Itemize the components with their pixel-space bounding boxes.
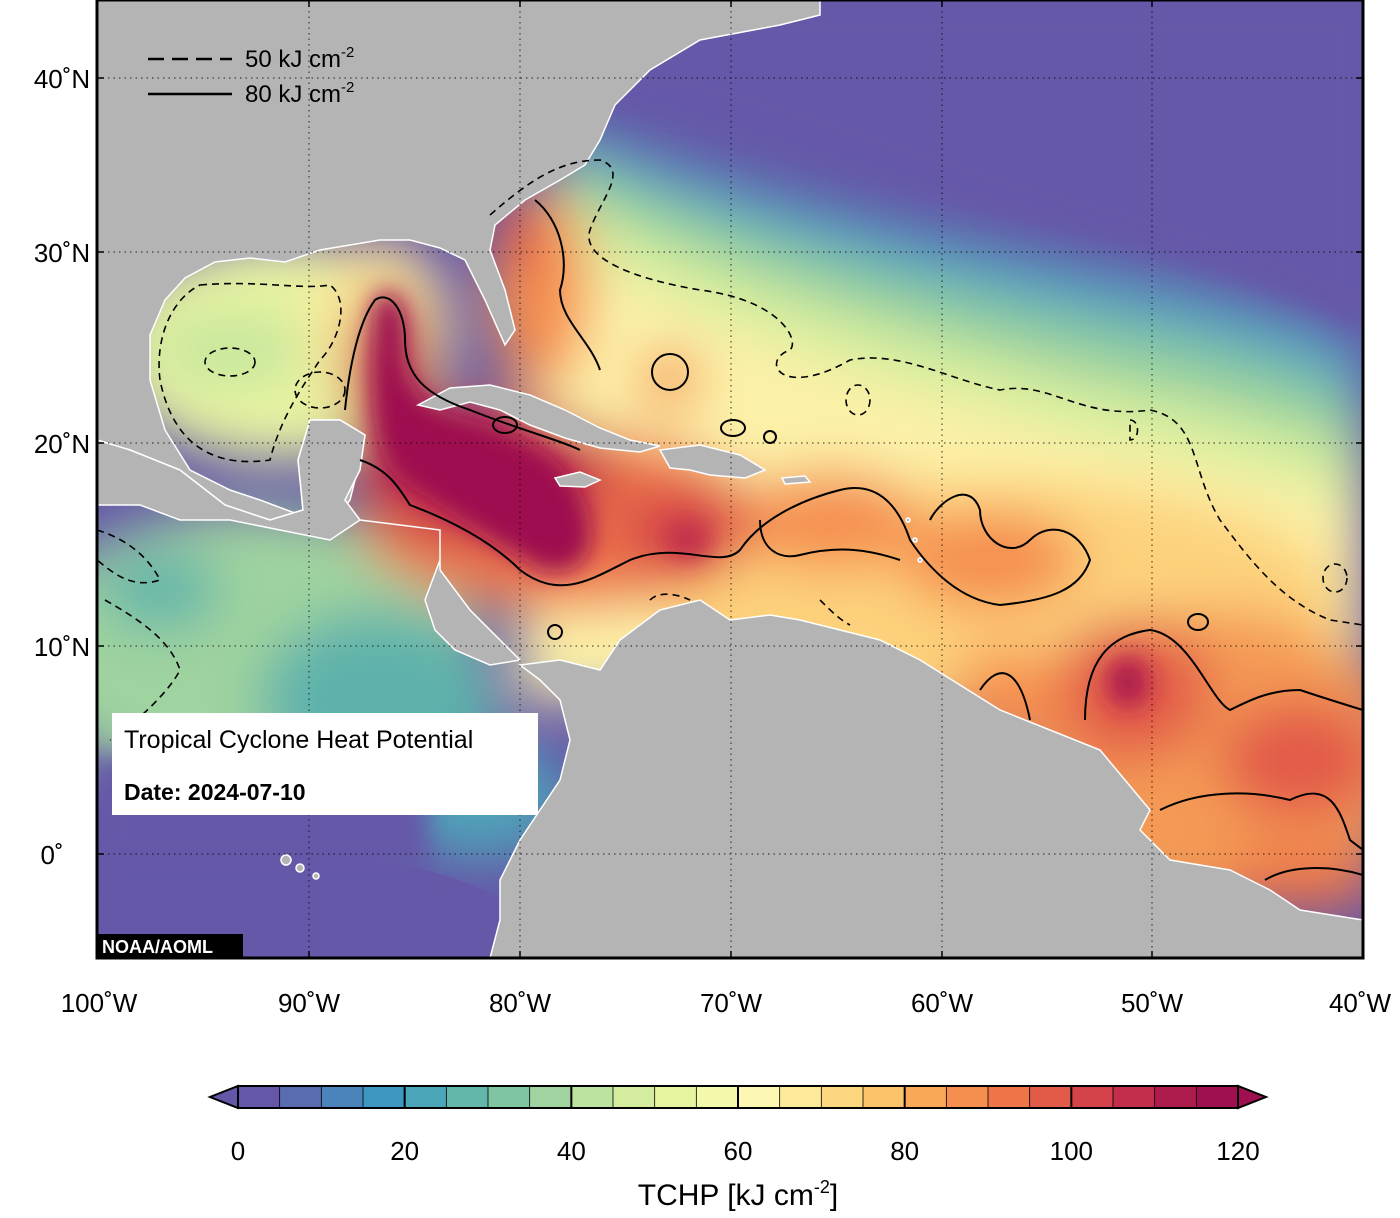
colorbar-segment <box>404 1085 448 1109</box>
colorbar-segment <box>487 1085 531 1109</box>
colorbar-segment <box>529 1085 573 1109</box>
colorbar-segment <box>820 1085 864 1109</box>
colorbar-segment <box>279 1085 323 1109</box>
map-frame <box>95 0 1365 960</box>
colorbar-segment <box>1112 1085 1156 1109</box>
lon-label-60w: 60˚W <box>911 988 974 1018</box>
cold-water-north <box>600 0 1363 330</box>
info-box-date: Date: 2024-07-10 <box>124 779 306 805</box>
frame-ticks <box>97 0 1363 958</box>
lon-label-70w: 70˚W <box>700 988 763 1018</box>
colorbar-segment <box>779 1085 823 1109</box>
lon-label-50w: 50˚W <box>1121 988 1184 1018</box>
lat-labels: 40˚N 30˚N 20˚N 10˚N 0˚ <box>34 64 90 870</box>
lat-label-20n: 20˚N <box>34 429 90 459</box>
colorbar-segment <box>1195 1085 1239 1109</box>
land-puerto-rico <box>780 475 812 485</box>
colorbar-segment <box>945 1085 989 1109</box>
land-south-america <box>489 599 1363 958</box>
colorbar-tick-label: 100 <box>1050 1136 1093 1166</box>
cold-water-south-pacific <box>97 860 500 958</box>
colorbar-segment <box>1070 1085 1114 1109</box>
colorbar-segments <box>237 1085 1239 1109</box>
lat-label-0: 0˚ <box>40 840 63 870</box>
colorbar-segment <box>987 1085 1031 1109</box>
lat-label-10n: 10˚N <box>34 632 90 662</box>
lon-labels: 100˚W 90˚W 80˚W 70˚W 60˚W 50˚W 40˚W <box>61 988 1392 1018</box>
colorbar-segment <box>570 1085 614 1109</box>
colorbar-over-arrow <box>1237 1084 1269 1110</box>
colorbar-tick-label: 80 <box>890 1136 919 1166</box>
credit-text: NOAA/AOML <box>102 937 213 957</box>
colorbar: 0 20 40 60 80 100 120 TCHP [kJ cm-2] <box>207 1084 1269 1212</box>
colorbar-segment <box>612 1085 656 1109</box>
lon-label-100w: 100˚W <box>61 988 138 1018</box>
colorbar-segment <box>695 1085 739 1109</box>
tchp-hot-cores <box>372 292 1150 708</box>
land-hispaniola <box>658 444 767 479</box>
colorbar-segment <box>737 1085 781 1109</box>
land-cuba <box>415 384 661 453</box>
colorbar-segment <box>237 1085 281 1109</box>
lon-label-90w: 90˚W <box>278 988 341 1018</box>
colorbar-tick-label: 0 <box>231 1136 245 1166</box>
colorbar-segment <box>445 1085 489 1109</box>
lon-label-80w: 80˚W <box>489 988 552 1018</box>
info-box: Tropical Cyclone Heat Potential Date: 20… <box>112 713 538 815</box>
legend-dashed-label: 50 kJ cm-2 <box>245 44 354 73</box>
land-jamaica <box>553 471 602 488</box>
colorbar-segment <box>320 1085 364 1109</box>
colorbar-tick-label: 20 <box>390 1136 419 1166</box>
colorbar-title: TCHP [kJ cm-2] <box>638 1177 838 1212</box>
contour-80-solid <box>344 199 1363 881</box>
lat-label-40n: 40˚N <box>34 64 90 94</box>
colorbar-segment <box>862 1085 906 1109</box>
contour-legend: 50 kJ cm-2 80 kJ cm-2 <box>148 44 354 108</box>
legend-solid-label: 80 kJ cm-2 <box>245 79 354 108</box>
info-box-title: Tropical Cyclone Heat Potential <box>124 726 473 754</box>
colorbar-tick-label: 60 <box>724 1136 753 1166</box>
lon-label-40w: 40˚W <box>1329 988 1392 1018</box>
colorbar-tick-label: 40 <box>557 1136 586 1166</box>
colorbar-tick-label: 120 <box>1216 1136 1259 1166</box>
colorbar-segment <box>904 1085 948 1109</box>
credit-badge: NOAA/AOML <box>97 934 243 958</box>
map-panel <box>97 0 1363 958</box>
colorbar-ticks: 0 20 40 60 80 100 120 <box>231 1086 1260 1166</box>
colorbar-segment <box>1154 1085 1198 1109</box>
colorbar-under-arrow <box>207 1084 239 1110</box>
lat-label-30n: 30˚N <box>34 238 90 268</box>
colorbar-segment <box>362 1085 406 1109</box>
colorbar-segment <box>654 1085 698 1109</box>
colorbar-segment <box>1029 1085 1073 1109</box>
